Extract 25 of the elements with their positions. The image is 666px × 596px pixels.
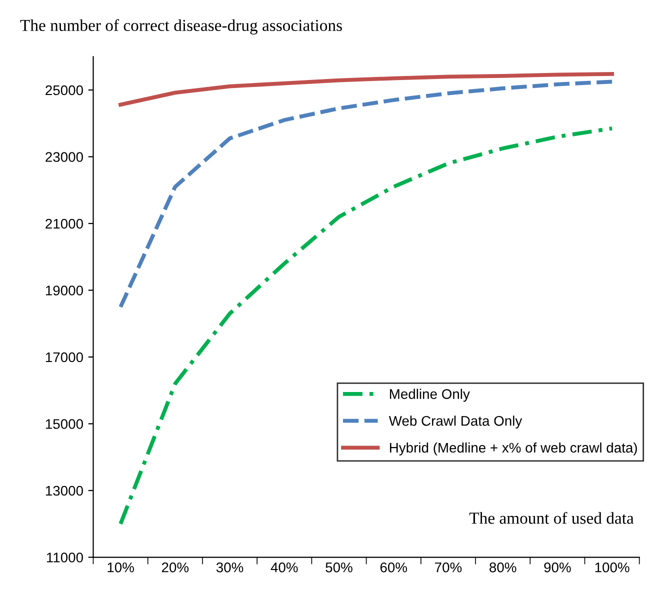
y-tick-label: 23000 — [46, 152, 83, 162]
x-tick-label: 100% — [595, 562, 630, 572]
x-axis-title: The amount of used data — [469, 512, 634, 524]
x-tick-label: 50% — [326, 562, 352, 572]
y-tick-label: 19000 — [46, 286, 83, 296]
legend-label: Web Crawl Data Only — [388, 416, 522, 429]
legend-label: Medline Only — [390, 388, 470, 402]
x-tick-label: 80% — [490, 562, 516, 572]
x-tick-label: 90% — [544, 562, 571, 572]
y-tick-label: 11000 — [46, 552, 83, 562]
x-tick-label: 40% — [270, 562, 298, 572]
y-axis-title: The number of correct disease-drug associations — [20, 19, 342, 34]
x-tick-label: 70% — [435, 562, 462, 572]
y-tick-label: 15000 — [46, 419, 83, 429]
x-tick-label: 60% — [380, 562, 408, 572]
x-tick-label: 10% — [108, 562, 134, 572]
line-series — [118, 80, 614, 309]
x-tick-label: 30% — [216, 562, 244, 572]
y-tick-label: 17000 — [46, 352, 83, 362]
y-tick-label: 25000 — [46, 85, 83, 96]
y-tick-label: 13000 — [46, 486, 83, 496]
y-tick-label: 21000 — [46, 218, 83, 229]
legend-label: Hybrid (Medline + x% of web crawl data) — [390, 442, 637, 456]
x-tick-label: 20% — [162, 562, 189, 572]
line-series — [118, 72, 614, 107]
